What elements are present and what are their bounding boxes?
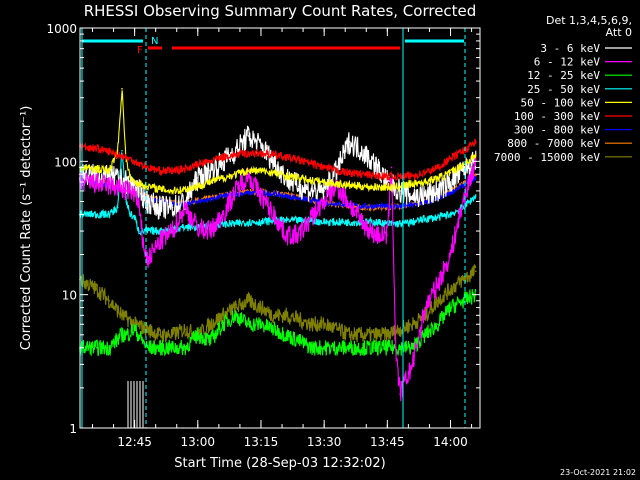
x-tick-label: 13:15 bbox=[244, 435, 279, 449]
legend-label: 3 - 6 keV bbox=[540, 42, 600, 55]
x-tick-label: 14:00 bbox=[433, 435, 468, 449]
legend-label: 7000 - 15000 keV bbox=[494, 151, 600, 164]
overlay-layer bbox=[81, 28, 466, 428]
x-axis-label: Start Time (28-Sep-03 12:32:02) bbox=[174, 456, 385, 471]
data-point bbox=[95, 346, 98, 349]
legend-header: Det 1,3,4,5,6,9, bbox=[546, 14, 632, 27]
series-6-12-kev bbox=[79, 154, 477, 402]
y-axis-label: Corrected Count Rate (s⁻¹ detector⁻¹) bbox=[19, 106, 34, 351]
legend-label: 6 - 12 keV bbox=[534, 56, 601, 69]
data-point bbox=[310, 216, 313, 219]
data-point bbox=[121, 150, 123, 152]
series-line bbox=[79, 263, 477, 344]
series-100-300-kev bbox=[79, 138, 477, 181]
series-line bbox=[79, 125, 477, 220]
x-tick-label: 13:30 bbox=[307, 435, 342, 449]
y-tick-label: 1 bbox=[69, 422, 77, 436]
series-line bbox=[79, 154, 477, 402]
flag-n-label: N bbox=[151, 36, 158, 47]
chart-title: RHESSI Observing Summary Count Rates, Co… bbox=[84, 2, 477, 20]
data-point bbox=[399, 185, 401, 188]
legend-label: 50 - 100 keV bbox=[521, 96, 601, 109]
legend-label: 25 - 50 keV bbox=[527, 83, 600, 96]
data-point bbox=[390, 166, 393, 169]
y-tick-label: 100 bbox=[54, 155, 77, 169]
legend-label: 800 - 7000 keV bbox=[507, 137, 600, 150]
legend-label: 100 - 300 keV bbox=[514, 110, 600, 123]
axes-layer: 1 10 100 1000 12:45 13:00 13:15 13:30 13:45 14:00 bbox=[46, 22, 480, 449]
y-tick-label: 1000 bbox=[46, 22, 77, 36]
data-point bbox=[437, 323, 439, 326]
footer-timestamp: 23-Oct-2021 21:02 bbox=[560, 468, 636, 477]
x-tick-label: 12:45 bbox=[117, 435, 152, 449]
x-tick-label: 13:45 bbox=[370, 435, 405, 449]
series-3-6-kev bbox=[79, 125, 477, 220]
data-point bbox=[475, 270, 477, 273]
legend-header: Att 0 bbox=[606, 26, 632, 39]
plot-frame bbox=[79, 27, 481, 429]
data-point bbox=[121, 88, 123, 90]
legend-label: 300 - 800 keV bbox=[514, 124, 600, 137]
flag-f-label: F bbox=[137, 45, 143, 56]
series-line bbox=[79, 138, 477, 181]
y-tick-label: 10 bbox=[62, 289, 77, 303]
x-tick-label: 13:00 bbox=[180, 435, 215, 449]
legend-label: 12 - 25 keV bbox=[527, 69, 600, 82]
